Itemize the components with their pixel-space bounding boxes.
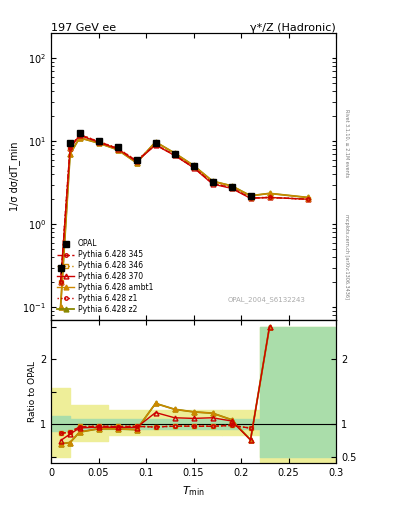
Pythia 6.428 z2 [248, 193, 253, 199]
Pythia 6.428 z2 [115, 146, 120, 153]
Pythia 6.428 346 [68, 144, 72, 151]
Pythia 6.428 z2 [229, 183, 234, 189]
Pythia 6.428 z1 [248, 195, 253, 201]
Pythia 6.428 370 [96, 139, 101, 145]
Pythia 6.428 z1 [191, 164, 196, 170]
Pythia 6.428 z1 [153, 141, 158, 147]
Pythia 6.428 z1 [172, 152, 177, 158]
Text: Rivet 3.1.10, ≥ 2.1M events: Rivet 3.1.10, ≥ 2.1M events [344, 109, 349, 178]
Pythia 6.428 ambt1 [77, 135, 82, 141]
Pythia 6.428 z1 [134, 158, 139, 164]
Text: mcplots.cern.ch [arXiv:1306.3436]: mcplots.cern.ch [arXiv:1306.3436] [344, 214, 349, 298]
Pythia 6.428 345 [305, 196, 310, 202]
Text: 197 GeV ee: 197 GeV ee [51, 23, 116, 32]
Pythia 6.428 345 [248, 195, 253, 201]
Pythia 6.428 ambt1 [68, 151, 72, 157]
Pythia 6.428 ambt1 [134, 160, 139, 166]
Pythia 6.428 z2 [210, 178, 215, 184]
Pythia 6.428 345 [191, 164, 196, 170]
Pythia 6.428 370 [172, 152, 177, 158]
Pythia 6.428 z2 [305, 195, 310, 201]
Y-axis label: Ratio to OPAL: Ratio to OPAL [28, 361, 37, 422]
Pythia 6.428 z1 [210, 180, 215, 186]
X-axis label: $T_{\rm min}$: $T_{\rm min}$ [182, 484, 205, 498]
Pythia 6.428 345 [229, 185, 234, 191]
Pythia 6.428 z2 [96, 140, 101, 146]
Pythia 6.428 346 [58, 279, 63, 285]
Line: Pythia 6.428 z2: Pythia 6.428 z2 [58, 135, 310, 310]
Pythia 6.428 346 [191, 164, 196, 170]
Pythia 6.428 z2 [191, 162, 196, 168]
Line: Pythia 6.428 345: Pythia 6.428 345 [59, 133, 309, 284]
Pythia 6.428 346 [153, 141, 158, 147]
Text: γ*/Z (Hadronic): γ*/Z (Hadronic) [250, 23, 336, 32]
Pythia 6.428 370 [153, 142, 158, 148]
Pythia 6.428 z1 [115, 145, 120, 152]
Pythia 6.428 z2 [58, 304, 63, 310]
Pythia 6.428 z2 [267, 190, 272, 197]
Pythia 6.428 z1 [68, 144, 72, 151]
Pythia 6.428 345 [134, 158, 139, 164]
Pythia 6.428 345 [267, 195, 272, 201]
Pythia 6.428 z1 [267, 195, 272, 201]
Pythia 6.428 ambt1 [58, 304, 63, 310]
Pythia 6.428 370 [58, 279, 63, 285]
Pythia 6.428 z1 [77, 132, 82, 138]
Pythia 6.428 346 [248, 195, 253, 201]
Pythia 6.428 ambt1 [96, 140, 101, 146]
Pythia 6.428 346 [96, 138, 101, 144]
Pythia 6.428 ambt1 [210, 178, 215, 184]
Pythia 6.428 370 [191, 164, 196, 170]
Pythia 6.428 z2 [134, 160, 139, 166]
Pythia 6.428 z1 [305, 196, 310, 202]
Pythia 6.428 370 [248, 195, 253, 201]
Legend: OPAL, Pythia 6.428 345, Pythia 6.428 346, Pythia 6.428 370, Pythia 6.428 ambt1, : OPAL, Pythia 6.428 345, Pythia 6.428 346… [55, 237, 156, 316]
Pythia 6.428 370 [210, 181, 215, 187]
Pythia 6.428 346 [229, 184, 234, 190]
Pythia 6.428 z2 [77, 135, 82, 141]
Pythia 6.428 370 [134, 158, 139, 164]
Line: Pythia 6.428 z1: Pythia 6.428 z1 [59, 133, 309, 284]
Pythia 6.428 z1 [58, 279, 63, 285]
Pythia 6.428 346 [134, 158, 139, 164]
Pythia 6.428 345 [210, 180, 215, 186]
Pythia 6.428 ambt1 [267, 190, 272, 197]
Pythia 6.428 z2 [172, 150, 177, 156]
Pythia 6.428 346 [210, 180, 215, 186]
Line: Pythia 6.428 ambt1: Pythia 6.428 ambt1 [58, 135, 310, 310]
Pythia 6.428 ambt1 [305, 195, 310, 201]
Pythia 6.428 z2 [68, 151, 72, 157]
Pythia 6.428 ambt1 [115, 146, 120, 153]
Pythia 6.428 345 [58, 279, 63, 285]
Line: Pythia 6.428 370: Pythia 6.428 370 [58, 133, 310, 285]
Pythia 6.428 370 [229, 185, 234, 191]
Pythia 6.428 ambt1 [172, 150, 177, 156]
Pythia 6.428 ambt1 [248, 193, 253, 199]
Pythia 6.428 346 [305, 196, 310, 202]
Pythia 6.428 370 [68, 145, 72, 152]
Pythia 6.428 346 [115, 145, 120, 151]
Pythia 6.428 345 [172, 152, 177, 158]
Pythia 6.428 z2 [153, 139, 158, 145]
Pythia 6.428 345 [153, 141, 158, 147]
Pythia 6.428 ambt1 [229, 183, 234, 189]
Pythia 6.428 z1 [96, 139, 101, 145]
Pythia 6.428 346 [77, 131, 82, 137]
Pythia 6.428 345 [96, 139, 101, 145]
Line: Pythia 6.428 346: Pythia 6.428 346 [59, 133, 309, 284]
Pythia 6.428 370 [77, 132, 82, 138]
Pythia 6.428 345 [77, 132, 82, 138]
Pythia 6.428 345 [68, 144, 72, 151]
Y-axis label: 1/σ dσ/dT_min: 1/σ dσ/dT_min [9, 142, 20, 211]
Pythia 6.428 345 [115, 145, 120, 152]
Pythia 6.428 346 [172, 152, 177, 158]
Pythia 6.428 370 [267, 195, 272, 201]
Pythia 6.428 346 [267, 195, 272, 201]
Pythia 6.428 ambt1 [191, 162, 196, 168]
Text: OPAL_2004_S6132243: OPAL_2004_S6132243 [228, 296, 306, 303]
Pythia 6.428 ambt1 [153, 139, 158, 145]
Pythia 6.428 370 [305, 196, 310, 202]
Pythia 6.428 z1 [229, 185, 234, 191]
Pythia 6.428 370 [115, 146, 120, 152]
